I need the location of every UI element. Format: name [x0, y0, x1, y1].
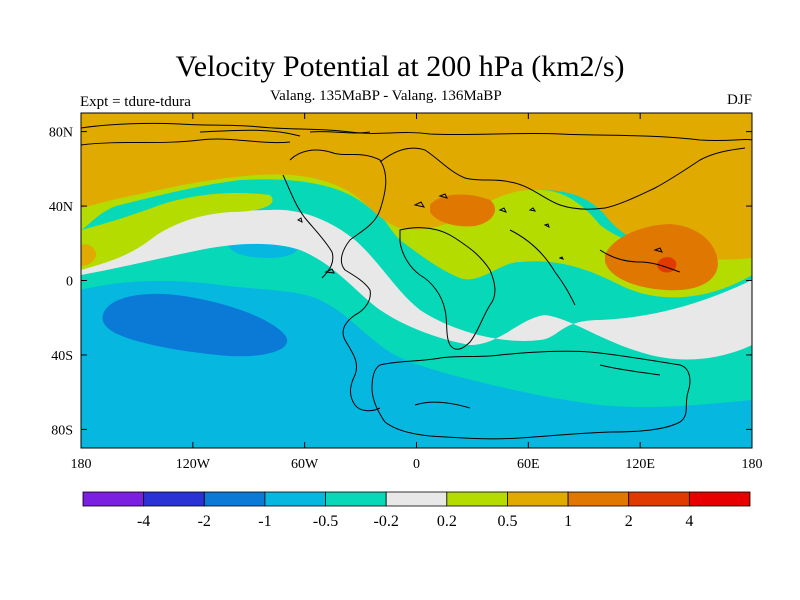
colorbar-label: 1 — [564, 513, 572, 530]
coastline-asia-south — [509, 229, 681, 306]
y-tick-label: 80S — [51, 423, 73, 438]
colorbar-swatch — [143, 491, 205, 507]
colorbar-swatch — [507, 491, 569, 507]
colorbar-swatch — [325, 491, 387, 507]
colorbar-label: -1 — [258, 513, 271, 530]
colorbar-label: -4 — [137, 513, 150, 530]
x-tick-label: 60W — [291, 457, 319, 472]
coastline-north-2 — [80, 138, 291, 146]
coastlines — [80, 122, 753, 440]
y-axis: 80N 40N 0 40S 80S — [49, 126, 752, 438]
season-label: DJF — [726, 92, 752, 108]
field-pos1-europe — [430, 194, 495, 227]
field-pos02 — [81, 160, 752, 298]
x-tick-label: 180 — [71, 457, 92, 472]
colorbar-label: 0.5 — [497, 513, 517, 530]
colorbar-swatch — [82, 491, 145, 507]
colorbar-swatch — [688, 491, 751, 507]
coastline-antarctica-2 — [414, 364, 661, 409]
colorbar-label: -2 — [198, 513, 211, 530]
colorbar-swatch — [203, 491, 266, 507]
coastline-islands — [297, 193, 663, 274]
colorbar-swatch — [264, 491, 326, 507]
coastline-north — [80, 122, 753, 142]
experiment-label: Expt = tdure-tdura — [80, 94, 191, 110]
y-tick-label: 40S — [51, 349, 73, 364]
y-tick-label: 80N — [49, 126, 73, 141]
field-pos05-west — [81, 244, 96, 266]
colorbar-label: -0.5 — [313, 513, 338, 530]
coastline-americas — [289, 149, 387, 412]
x-tick-label: 180 — [742, 457, 763, 472]
coastline-north-3 — [199, 129, 371, 137]
coastline-antarctica — [371, 350, 691, 440]
x-tick-label: 120E — [625, 457, 655, 472]
colorbar-label: -0.2 — [374, 513, 399, 530]
field-pos02-west — [81, 193, 273, 270]
subtitle: Valang. 135MaBP - Valang. 136MaBP — [270, 88, 502, 104]
colorbar: -4 -2 -1 -0.5 -0.2 0.2 0.5 1 2 4 — [82, 491, 751, 530]
colorbar-swatch — [628, 491, 690, 507]
colorbar-label: 2 — [625, 513, 633, 530]
y-tick-label: 0 — [66, 275, 73, 290]
y-tick-label: 40N — [49, 200, 73, 215]
colorbar-label: 4 — [685, 513, 693, 530]
field-neg1 — [102, 293, 288, 357]
coastline-africa — [399, 227, 496, 350]
colorbar-swatch — [567, 491, 630, 507]
x-tick-label: 120W — [176, 457, 211, 472]
field-pos1-asia — [605, 224, 718, 291]
field-zero — [81, 209, 752, 360]
x-tick-label: 60E — [517, 457, 540, 472]
colorbar-swatch — [446, 491, 508, 507]
colorbar-label: 0.2 — [437, 513, 457, 530]
x-axis: 180 120W 60W 0 60E 120E 180 — [71, 113, 763, 472]
field-pos05 — [81, 113, 752, 260]
coastline-americas-2 — [282, 174, 334, 279]
page-title: Velocity Potential at 200 hPa (km2/s) — [175, 50, 625, 83]
x-tick-label: 0 — [413, 457, 420, 472]
coastline-eurasia — [379, 147, 746, 210]
contour-fields — [81, 113, 752, 448]
colorbar-swatch — [385, 491, 448, 507]
